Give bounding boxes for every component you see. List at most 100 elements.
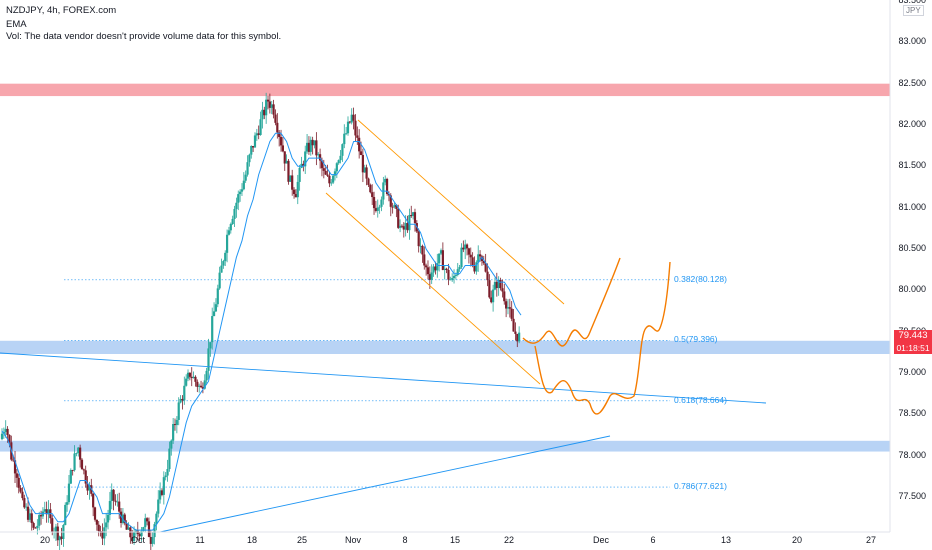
candle-body bbox=[486, 271, 489, 281]
candle-body bbox=[116, 501, 119, 503]
time-tick-2: 11 bbox=[195, 535, 205, 545]
time-tick-12: 20 bbox=[791, 535, 803, 545]
ascending-trendline bbox=[159, 435, 611, 533]
candle-body bbox=[118, 501, 121, 512]
candle-body bbox=[239, 191, 242, 195]
candle-body bbox=[51, 518, 54, 532]
candle-body bbox=[454, 275, 457, 276]
candle-body bbox=[151, 537, 154, 544]
price-tick-9: 82.000 bbox=[898, 119, 926, 129]
time-tick-13: 27 bbox=[865, 535, 877, 545]
candle-body bbox=[69, 470, 72, 484]
candle-body bbox=[73, 453, 76, 471]
candle-body bbox=[439, 250, 443, 254]
price-tick-5: 80.000 bbox=[898, 284, 926, 295]
candle-body bbox=[430, 272, 433, 280]
candle-body bbox=[402, 226, 405, 230]
candle-body bbox=[218, 272, 221, 289]
candle-body bbox=[153, 524, 156, 538]
candle-body bbox=[67, 483, 71, 503]
candle-body bbox=[495, 281, 498, 288]
candle-body bbox=[484, 263, 487, 272]
candle-body bbox=[64, 504, 67, 526]
candle-body bbox=[421, 245, 424, 255]
ema-indicator-label[interactable]: EMA bbox=[6, 19, 27, 30]
candle-body bbox=[335, 163, 338, 172]
candle-body bbox=[231, 218, 234, 224]
candle-body bbox=[505, 301, 508, 309]
candle-body bbox=[157, 499, 160, 514]
candle-body bbox=[17, 477, 20, 488]
candle-body bbox=[488, 280, 491, 298]
candle-body bbox=[123, 514, 126, 524]
candle-body bbox=[348, 121, 351, 123]
time-tick-0: 20 bbox=[39, 535, 51, 545]
channel-lower-line bbox=[325, 192, 541, 385]
candle-body bbox=[330, 182, 333, 184]
candle-body bbox=[192, 376, 195, 379]
candle-body bbox=[149, 536, 152, 544]
candle-body bbox=[47, 509, 50, 515]
candle-body bbox=[205, 370, 208, 381]
candle-body bbox=[263, 109, 266, 116]
candle-body bbox=[170, 440, 173, 449]
candle-body bbox=[352, 114, 355, 121]
candle-body bbox=[255, 133, 258, 136]
candle-body bbox=[443, 268, 446, 271]
candle-body bbox=[333, 171, 337, 176]
candle-body bbox=[145, 518, 149, 522]
candle-body bbox=[341, 144, 344, 156]
candle-body bbox=[423, 254, 426, 266]
candle-body bbox=[190, 376, 193, 379]
price-tick-8: 81.500 bbox=[898, 160, 926, 171]
projection-path-a bbox=[522, 257, 621, 347]
candle-body bbox=[23, 498, 26, 508]
candle-body bbox=[173, 424, 177, 426]
candle-body bbox=[259, 119, 262, 135]
candle-body bbox=[207, 348, 210, 371]
candle-body bbox=[462, 247, 465, 250]
candle-body bbox=[168, 448, 171, 470]
candle-body bbox=[216, 288, 219, 305]
candle-body bbox=[514, 331, 517, 334]
price-tick-2: 78.500 bbox=[898, 408, 926, 419]
candle-body bbox=[199, 385, 203, 388]
candle-body bbox=[188, 372, 191, 377]
price-tick-1: 78.000 bbox=[898, 449, 926, 460]
currency-label[interactable]: JPY bbox=[903, 5, 924, 16]
candle-body bbox=[426, 267, 430, 275]
time-tick-8: 22 bbox=[503, 535, 515, 545]
candle-body bbox=[201, 387, 205, 389]
candle-body bbox=[93, 507, 97, 520]
candle-body bbox=[203, 380, 206, 389]
candle-body bbox=[75, 453, 78, 454]
candle-body bbox=[28, 513, 32, 520]
candle-body bbox=[363, 167, 366, 173]
candle-body bbox=[469, 254, 472, 258]
support-zone-1 bbox=[0, 440, 890, 452]
support-zone-0 bbox=[0, 340, 890, 355]
candle-body bbox=[510, 308, 513, 319]
candle-body bbox=[79, 447, 82, 460]
candle-body bbox=[436, 263, 439, 271]
candle-body bbox=[499, 280, 502, 289]
candle-body bbox=[268, 101, 271, 108]
candle-body bbox=[361, 155, 364, 173]
candle-body bbox=[307, 142, 311, 152]
candle-body bbox=[410, 215, 413, 217]
candle-body bbox=[398, 225, 402, 228]
candle-body bbox=[164, 475, 167, 478]
candle-body bbox=[369, 184, 372, 193]
price-tick-0: 77.500 bbox=[898, 491, 926, 502]
candle-body bbox=[19, 487, 22, 492]
candle-body bbox=[278, 132, 281, 138]
candle-body bbox=[147, 521, 151, 537]
symbol-title[interactable]: NZDJPY, 4h, FOREX.com bbox=[6, 5, 117, 16]
candle-body bbox=[372, 197, 376, 209]
price-tick-10: 82.500 bbox=[898, 77, 926, 88]
candle-body bbox=[506, 307, 510, 309]
candle-body bbox=[233, 208, 236, 219]
candle-body bbox=[114, 500, 117, 502]
